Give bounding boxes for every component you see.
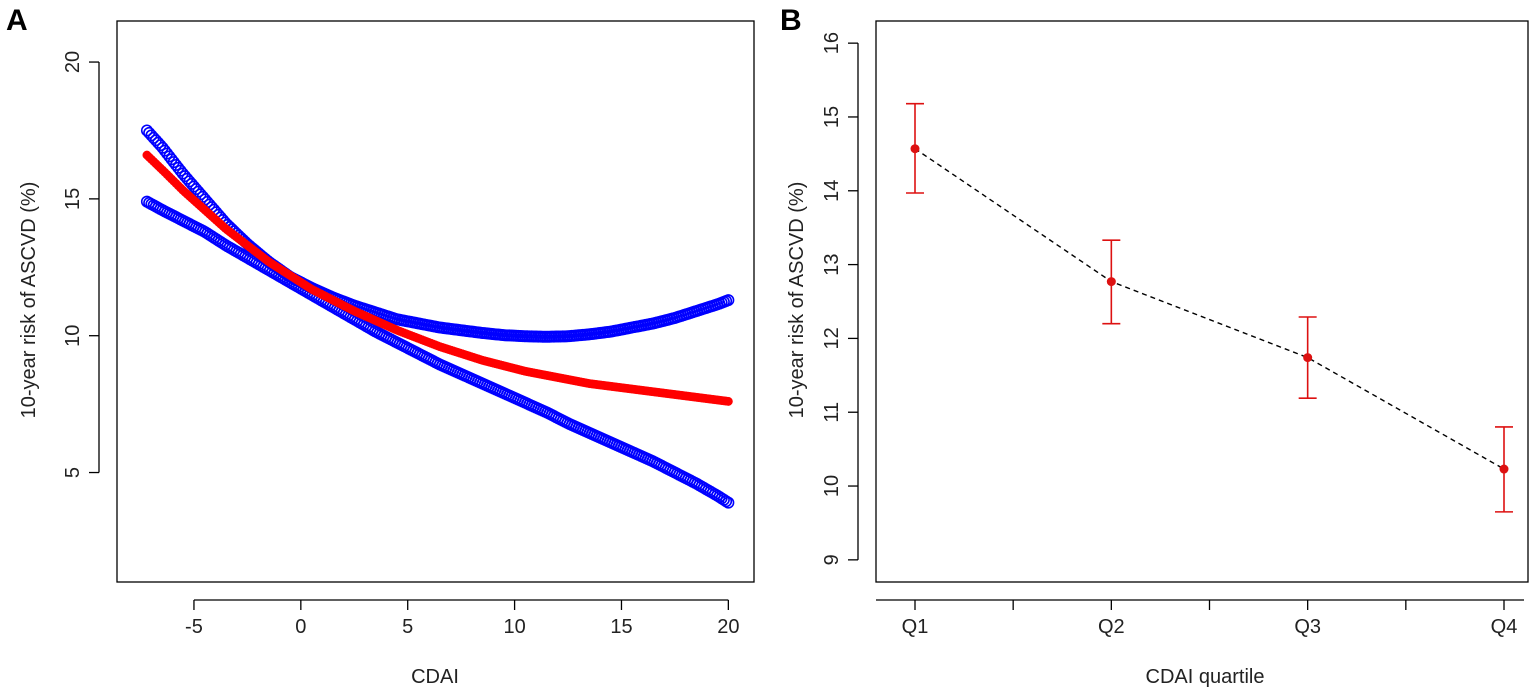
error-bar-q3 — [1298, 316, 1317, 399]
panel-b: B Q1 Q2 Q3 Q4 9 10 11 12 13 14 15 16 CDAI quartile… — [780, 4, 1529, 688]
y-tick-label: 14 — [821, 180, 843, 202]
panel-a-marks — [140, 124, 735, 509]
mean-point — [1106, 277, 1116, 287]
y-tick-label: 10 — [821, 475, 843, 497]
x-tick-label: -5 — [185, 616, 203, 638]
ci-point — [720, 495, 733, 508]
panel-b-plot-frame — [875, 20, 1529, 583]
series-estimate — [142, 150, 733, 406]
panel-b-x-axis-title: CDAI quartile — [1146, 666, 1265, 688]
y-tick-label: 16 — [821, 32, 843, 54]
error-bar-q2 — [1102, 239, 1121, 325]
panel-b-y-axis: 9 10 11 12 13 14 15 16 — [821, 32, 859, 565]
y-tick-label: 11 — [821, 402, 843, 423]
panel-b-marks — [906, 102, 1513, 513]
series-upper-95-ci — [140, 124, 735, 343]
panel-b-letter: B — [780, 4, 802, 37]
mean-point — [1303, 353, 1313, 363]
panel-b-y-axis-title: 10-year risk of ASCVD (%) — [786, 182, 808, 419]
y-tick-label: 9 — [821, 554, 843, 565]
error-bar-q1 — [906, 102, 924, 194]
y-tick-label: 15 — [821, 106, 843, 128]
x-tick-label: 0 — [295, 616, 306, 638]
panel-a-y-axis: 5 10 15 20 — [62, 51, 100, 478]
y-tick-label: 20 — [62, 51, 84, 73]
panel-a-plot-frame — [116, 20, 755, 583]
x-category-label: Q4 — [1491, 616, 1518, 638]
panel-b-x-axis: Q1 Q2 Q3 Q4 — [876, 599, 1524, 638]
y-tick-label: 12 — [821, 327, 843, 349]
estimate-point — [723, 396, 733, 406]
x-category-label: Q3 — [1294, 616, 1321, 638]
series-lower-95-ci — [140, 195, 735, 509]
ci-point — [722, 294, 735, 307]
panel-a: A -5 0 5 10 15 20 5 10 15 20 CDAI 10-year risk o… — [6, 4, 755, 688]
mean-point — [910, 144, 920, 154]
y-tick-label: 5 — [62, 467, 84, 478]
x-tick-label: 5 — [402, 616, 413, 638]
panel-a-x-axis: -5 0 5 10 15 20 — [185, 599, 739, 638]
y-tick-label: 15 — [62, 188, 84, 210]
x-category-label: Q2 — [1098, 616, 1125, 638]
y-tick-label: 10 — [62, 325, 84, 347]
x-category-label: Q1 — [902, 616, 929, 638]
mean-point — [1499, 464, 1509, 474]
ci-point — [722, 496, 735, 509]
x-tick-label: 15 — [610, 616, 632, 638]
panel-a-x-axis-title: CDAI — [411, 666, 459, 688]
y-tick-label: 13 — [821, 253, 843, 275]
x-tick-label: 10 — [503, 616, 525, 638]
panel-a-letter: A — [6, 4, 28, 37]
trend-line — [914, 148, 1505, 470]
error-bar-q4 — [1495, 426, 1513, 513]
panel-a-y-axis-title: 10-year risk of ASCVD (%) — [18, 182, 40, 419]
x-tick-label: 20 — [717, 616, 739, 638]
